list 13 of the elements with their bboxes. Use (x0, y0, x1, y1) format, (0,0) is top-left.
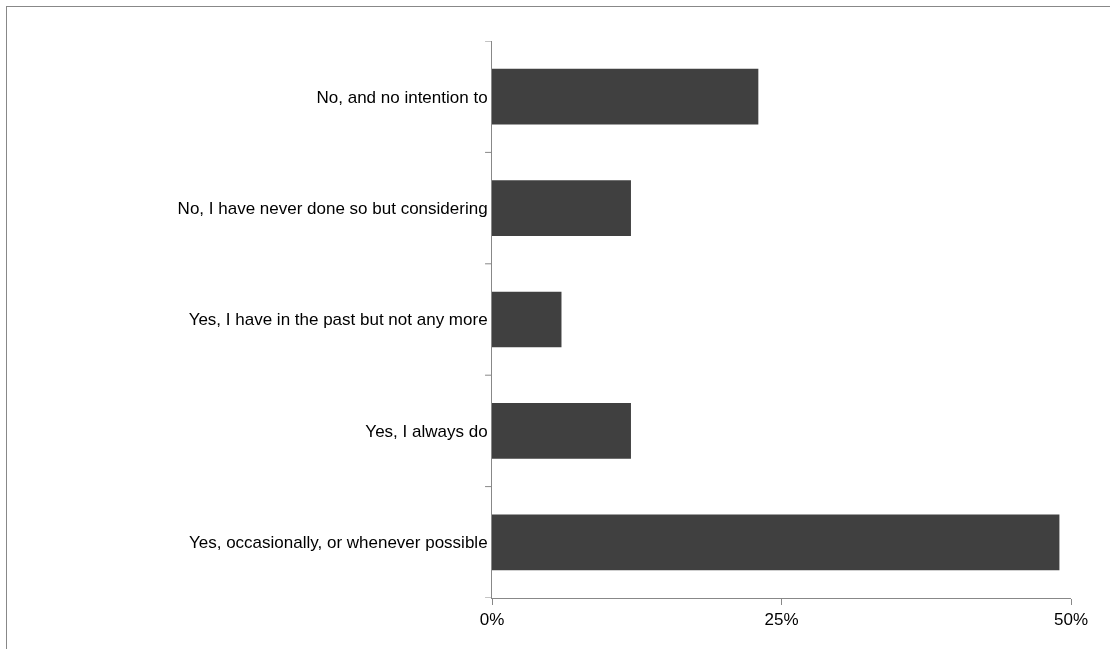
bar (492, 291, 562, 348)
y-tick-label: Yes, I have in the past but not any more (188, 310, 488, 330)
y-tick-label: Yes, occasionally, or whenever possible (188, 533, 488, 553)
y-tick-label: Yes, I always do (365, 421, 488, 441)
x-tick-label: 0% (479, 610, 505, 630)
x-tick-label: 50% (1053, 610, 1089, 630)
y-tick-label: No, I have never done so but considering (177, 199, 488, 219)
bar (492, 403, 631, 459)
bar (492, 514, 1060, 571)
x-tick-label: 25% (764, 610, 799, 630)
bar (492, 68, 759, 125)
y-tick-label: No, and no intention to (316, 87, 488, 107)
bar (492, 180, 631, 236)
